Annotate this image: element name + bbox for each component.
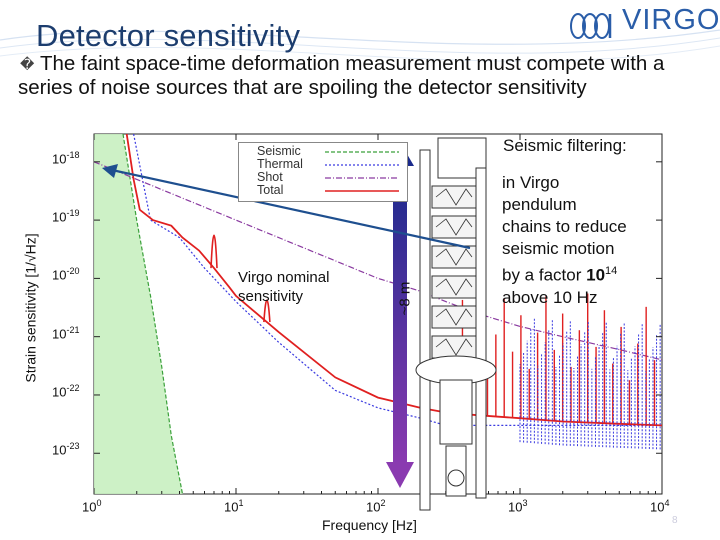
- pendulum-leg-right: [475, 167, 487, 499]
- x-tick-exponent: 4: [664, 498, 670, 508]
- pointer-arrow-line: [111, 168, 471, 250]
- y-tick-label: 10-19: [52, 208, 79, 224]
- seismic-filtering-title: Seismic filtering:: [503, 136, 627, 155]
- y-tick-exponent: -19: [66, 208, 80, 219]
- x-tick-label: 104: [650, 498, 669, 514]
- filter-blades: [435, 218, 473, 236]
- seismic-line-3: chains to reduce: [502, 217, 627, 236]
- x-tick-exponent: 0: [96, 498, 102, 508]
- resonance-peak: [263, 299, 271, 323]
- y-axis-label: Strain sensitivity [1/√Hz]: [22, 233, 39, 383]
- virgo-logo-icon: [570, 13, 612, 39]
- y-tick-label: 10-18: [52, 150, 79, 166]
- series-line-total: [125, 134, 662, 427]
- mirror: [447, 469, 465, 487]
- filter-blades: [435, 248, 473, 266]
- height-label: ~8 m: [396, 281, 414, 316]
- series-line-seismic: [122, 134, 184, 494]
- x-tick-base: 10: [508, 499, 523, 515]
- seismic-factor-base: 10: [586, 265, 606, 285]
- nominal-line-2: sensitivity: [238, 288, 304, 305]
- page-number: 8: [672, 515, 678, 526]
- pendulum-chain-illustration: [415, 137, 497, 511]
- y-tick-label: 10-20: [52, 266, 79, 282]
- nominal-line-1: Virgo nominal: [238, 269, 330, 286]
- y-tick-exponent: -23: [66, 441, 80, 452]
- y-tick-base: 10: [52, 267, 67, 283]
- x-tick-label: 101: [224, 498, 243, 514]
- legend-label-seismic: Seismic: [257, 144, 301, 158]
- filter-stage: [431, 275, 477, 299]
- resonance-peak: [210, 234, 218, 269]
- y-tick-label: 10-21: [52, 325, 79, 341]
- seismic-factor-prefix: by a factor: [502, 265, 587, 285]
- y-tick-exponent: -21: [66, 324, 80, 335]
- seismic-filtering-description: in Virgo pendulum chains to reduce seism…: [502, 172, 658, 309]
- filter-blades: [435, 188, 473, 206]
- x-tick-label: 100: [82, 498, 101, 514]
- filter-stage: [431, 185, 477, 209]
- pointer-arrow-head: [102, 164, 118, 178]
- x-tick-base: 10: [366, 499, 381, 515]
- y-tick-label: 10-22: [52, 383, 79, 399]
- legend-label-shot: Shot: [257, 170, 283, 184]
- y-tick-base: 10: [52, 151, 67, 167]
- seismic-noise-area: [94, 134, 183, 494]
- height-arrow-head-bottom: [386, 462, 414, 488]
- marionette: [439, 379, 473, 445]
- nominal-sensitivity-annotation: Virgo nominal sensitivity: [238, 268, 329, 306]
- seismic-line-4: seismic motion: [502, 239, 615, 258]
- x-tick-base: 10: [82, 499, 97, 515]
- seismic-factor-exponent: 14: [605, 265, 618, 277]
- x-tick-exponent: 2: [380, 498, 386, 508]
- y-tick-base: 10: [52, 442, 67, 458]
- bullet-marker: �: [20, 56, 35, 72]
- bullet-text-content: The faint space-time deformation measure…: [18, 52, 665, 99]
- seismic-line-2: pendulum: [502, 195, 577, 214]
- seismic-line-6: above 10 Hz: [502, 287, 598, 307]
- seismic-line-5: by a factor 1014: [502, 260, 658, 287]
- filter-blades: [435, 308, 473, 326]
- seismic-line-1: in Virgo: [502, 173, 560, 192]
- x-tick-exponent: 1: [238, 498, 244, 508]
- y-tick-base: 10: [52, 384, 67, 400]
- filter-stage: [431, 305, 477, 329]
- x-tick-base: 10: [224, 499, 239, 515]
- height-arrow-shaft: [393, 164, 407, 464]
- header-wave-background: [0, 29, 720, 62]
- filter-blades: [435, 278, 473, 296]
- filter-stage: [431, 245, 477, 269]
- y-tick-label: 10-23: [52, 441, 79, 457]
- legend-label-thermal: Thermal: [257, 157, 303, 171]
- y-tick-exponent: -20: [66, 266, 80, 277]
- filter-stage: [431, 335, 477, 359]
- filter-blades: [435, 338, 473, 356]
- x-tick-base: 10: [650, 499, 665, 515]
- y-tick-exponent: -22: [66, 382, 80, 393]
- pointer-arrow: [102, 164, 471, 250]
- series-line-shot: [94, 161, 662, 361]
- slide-title: Detector sensitivity: [36, 18, 301, 53]
- bullet-text: The faint space-time deformation measure…: [18, 52, 708, 100]
- x-axis-label: Frequency [Hz]: [322, 517, 417, 533]
- y-tick-base: 10: [52, 209, 67, 225]
- y-tick-exponent: -18: [66, 149, 80, 160]
- virgo-logo-text: VIRGO: [622, 4, 720, 36]
- chart-legend: Seismic Thermal Shot Total: [238, 142, 408, 202]
- x-tick-label: 102: [366, 498, 385, 514]
- filter-stage: [431, 215, 477, 239]
- legend-label-total: Total: [257, 183, 284, 197]
- x-tick-label: 103: [508, 498, 527, 514]
- pendulum-leg-left: [419, 149, 431, 511]
- y-tick-base: 10: [52, 326, 67, 341]
- x-tick-exponent: 3: [522, 498, 528, 508]
